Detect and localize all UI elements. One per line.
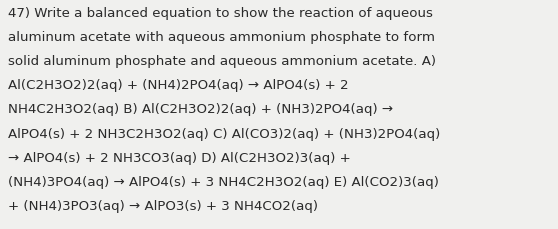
Text: 47) Write a balanced equation to show the reaction of aqueous: 47) Write a balanced equation to show th… (8, 7, 433, 20)
Text: (NH4)3PO4(aq) → AlPO4(s) + 3 NH4C2H3O2(aq) E) Al(CO2)3(aq): (NH4)3PO4(aq) → AlPO4(s) + 3 NH4C2H3O2(a… (8, 175, 439, 188)
Text: + (NH4)3PO3(aq) → AlPO3(s) + 3 NH4CO2(aq): + (NH4)3PO3(aq) → AlPO3(s) + 3 NH4CO2(aq… (8, 199, 319, 212)
Text: aluminum acetate with aqueous ammonium phosphate to form: aluminum acetate with aqueous ammonium p… (8, 31, 435, 44)
Text: solid aluminum phosphate and aqueous ammonium acetate. A): solid aluminum phosphate and aqueous amm… (8, 55, 436, 68)
Text: Al(C2H3O2)2(aq) + (NH4)2PO4(aq) → AlPO4(s) + 2: Al(C2H3O2)2(aq) + (NH4)2PO4(aq) → AlPO4(… (8, 79, 349, 92)
Text: NH4C2H3O2(aq) B) Al(C2H3O2)2(aq) + (NH3)2PO4(aq) →: NH4C2H3O2(aq) B) Al(C2H3O2)2(aq) + (NH3)… (8, 103, 393, 116)
Text: AlPO4(s) + 2 NH3C2H3O2(aq) C) Al(CO3)2(aq) + (NH3)2PO4(aq): AlPO4(s) + 2 NH3C2H3O2(aq) C) Al(CO3)2(a… (8, 127, 441, 140)
Text: → AlPO4(s) + 2 NH3CO3(aq) D) Al(C2H3O2)3(aq) +: → AlPO4(s) + 2 NH3CO3(aq) D) Al(C2H3O2)3… (8, 151, 351, 164)
